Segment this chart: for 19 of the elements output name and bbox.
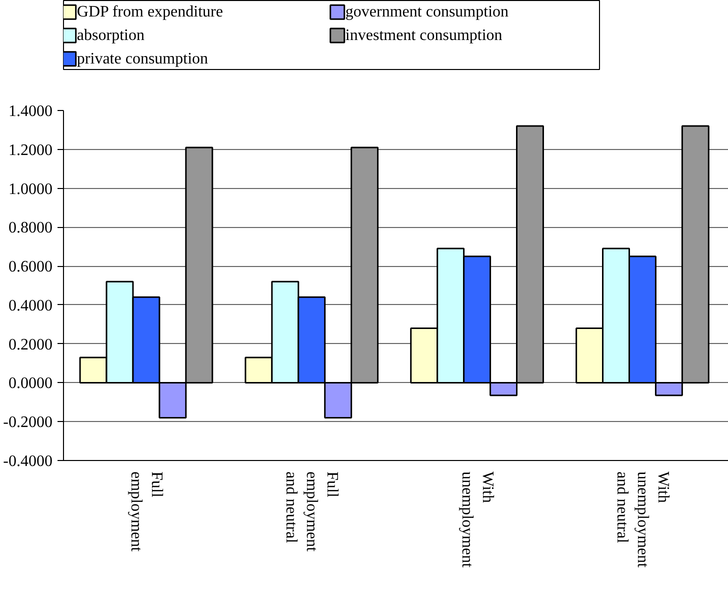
x-tick-label: Full employment and neutral [282,472,341,552]
y-tick-label: 0.2000 [8,336,52,354]
x-tick-label: Full employment [128,472,165,552]
y-tick-label: 0.0000 [8,375,52,392]
legend-label: private consumption [76,50,208,68]
x-tick-label: With unemployment [458,472,496,568]
y-tick-label: 0.6000 [8,258,52,276]
legend-label: investment consumption [345,27,502,44]
y-tick-label: -0.2000 [3,414,52,432]
y-tick-label: 0.8000 [8,220,52,237]
legend-label: GDP from expenditure [76,4,223,21]
y-tick-label: 1.4000 [8,103,52,120]
y-tick-label: -0.4000 [3,453,52,470]
legend-label: government consumption [345,4,509,21]
legend-label: absorption [76,27,144,44]
y-tick-label: 1.2000 [8,142,52,159]
x-tick-label: With unemployment and neutral [614,472,672,568]
y-tick-label: 1.0000 [8,180,52,198]
y-tick-label: 0.4000 [8,297,52,314]
